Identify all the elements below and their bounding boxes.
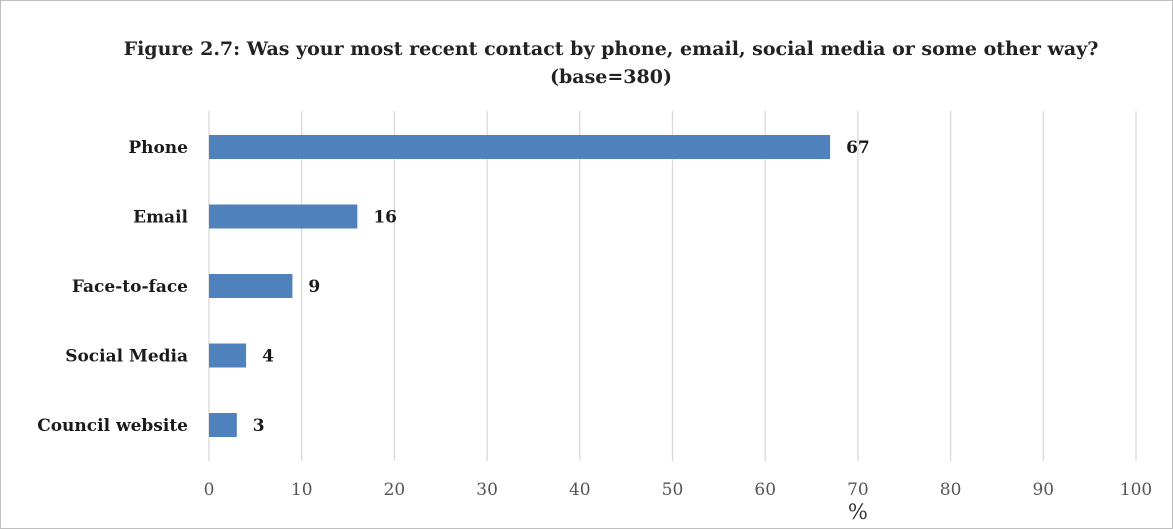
x-tick-label: 100	[1120, 480, 1152, 500]
value-label: 3	[253, 416, 265, 436]
chart-title: Figure 2.7: Was your most recent contact…	[123, 38, 1099, 88]
bar-email	[209, 204, 358, 229]
category-label: Face-to-face	[72, 277, 188, 297]
x-tick-label: 20	[384, 480, 406, 500]
bar-phone	[209, 135, 831, 159]
bar-social-media	[209, 343, 247, 368]
x-tick-label: 0	[204, 480, 215, 500]
category-label: Email	[133, 208, 188, 228]
x-tick-label: 30	[476, 480, 498, 500]
value-label: 16	[373, 208, 397, 228]
category-label: Social Media	[65, 347, 188, 367]
labels: 0 10 20 30 40 50 60 70 80 90 100 Phone 67 Email 16 Face…	[37, 138, 1152, 500]
x-axis-title: %	[848, 500, 868, 524]
x-tick-label: 90	[1032, 480, 1054, 500]
value-label: 67	[846, 138, 870, 158]
x-tick-label: 80	[940, 480, 962, 500]
x-tick-label: 60	[754, 480, 776, 500]
grid-lines	[208, 111, 1137, 461]
x-tick-label: 10	[291, 480, 313, 500]
x-tick-label: 40	[569, 480, 591, 500]
bar-face-to-face	[209, 274, 293, 298]
category-label: Council website	[37, 416, 188, 436]
x-tick-label: 50	[662, 480, 684, 500]
value-label: 9	[308, 277, 320, 297]
bar-council-website	[209, 413, 237, 437]
value-label: 4	[262, 347, 274, 367]
bars	[209, 135, 831, 437]
category-label: Phone	[128, 138, 188, 158]
x-tick-label: 70	[847, 480, 869, 500]
